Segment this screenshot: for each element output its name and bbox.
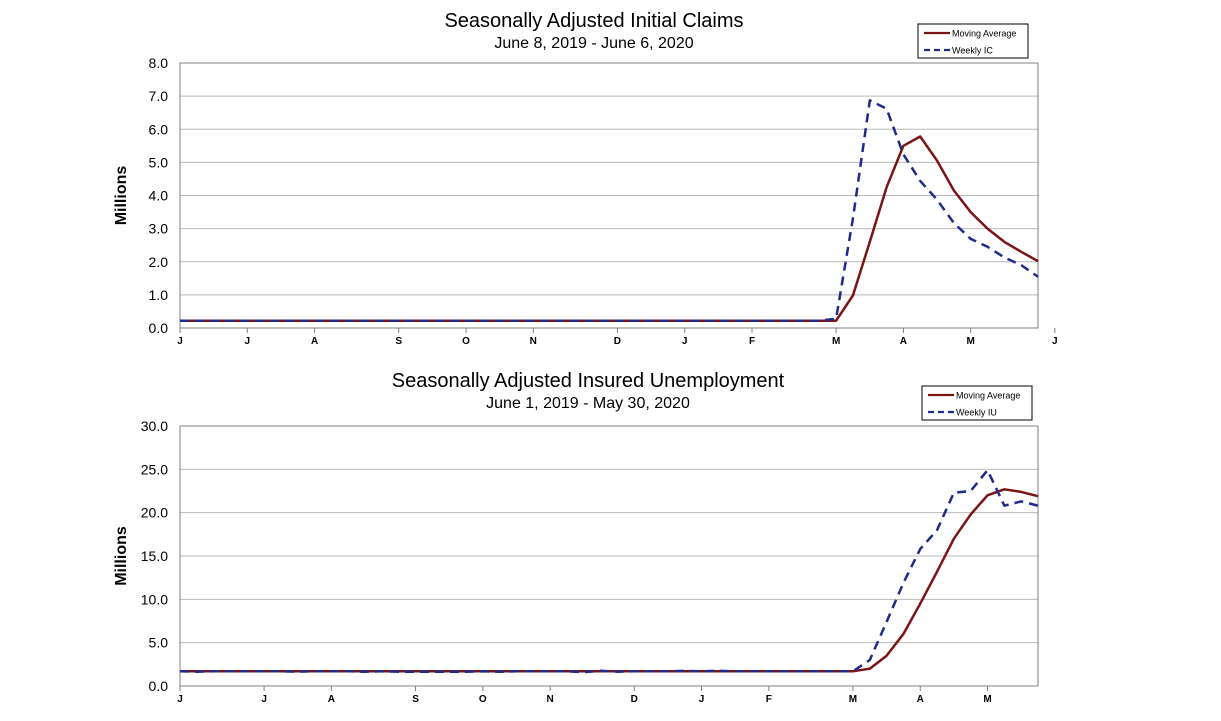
y-axis-label: Millions	[113, 166, 130, 226]
y-tick-label: 0.0	[149, 320, 169, 336]
legend-label: Moving Average	[956, 391, 1020, 401]
x-tick-label: O	[479, 694, 487, 705]
x-tick-label: F	[749, 336, 755, 347]
y-tick-label: 3.0	[149, 221, 169, 237]
x-tick-label: M	[983, 694, 991, 705]
y-tick-label: 5.0	[149, 154, 169, 170]
x-tick-label: N	[530, 336, 537, 347]
x-tick-label: D	[614, 336, 621, 347]
plot-frame	[179, 425, 1039, 687]
legend-label: Moving Average	[952, 29, 1016, 39]
y-tick-label: 2.0	[149, 254, 169, 270]
y-tick-label: 25.0	[141, 461, 168, 477]
chart-title: Seasonally Adjusted Initial Claims	[444, 10, 743, 32]
x-tick-label: A	[311, 336, 318, 347]
legend-label: Weekly IC	[952, 46, 993, 56]
y-tick-label: 8.0	[149, 55, 169, 71]
legend-box	[921, 385, 1033, 421]
x-tick-label: O	[462, 336, 470, 347]
y-tick-label: 20.0	[141, 505, 168, 521]
x-tick-label: M	[832, 336, 840, 347]
x-tick-label: S	[412, 694, 419, 705]
x-tick-label: D	[631, 694, 638, 705]
legend: Moving Average Weekly IU	[921, 385, 1033, 421]
x-tick-label: M	[967, 336, 975, 347]
y-tick-label: 6.0	[149, 121, 169, 137]
y-tick-label: 5.0	[149, 635, 169, 651]
x-tick-label: S	[395, 336, 402, 347]
y-axis-label: Millions	[113, 526, 130, 586]
insured-unemployment-chart: Seasonally Adjusted Insured Unemployment…	[113, 370, 1039, 705]
x-tick-label: A	[917, 694, 924, 705]
x-tick-label: J	[177, 336, 183, 347]
x-tick-label: J	[177, 694, 183, 705]
legend-label: Weekly IU	[956, 408, 997, 418]
legend: Moving Average Weekly IC	[917, 23, 1029, 59]
x-tick-label: J	[261, 694, 267, 705]
chart-title: Seasonally Adjusted Insured Unemployment	[392, 370, 785, 392]
y-tick-label: 10.0	[141, 591, 168, 607]
legend-box	[917, 23, 1029, 59]
chart-subtitle: June 8, 2019 - June 6, 2020	[494, 35, 693, 52]
x-tick-label: J	[1052, 336, 1058, 347]
y-tick-label: 30.0	[141, 418, 168, 434]
plot-frame	[179, 62, 1039, 329]
x-tick-label: A	[328, 694, 335, 705]
x-tick-label: F	[766, 694, 772, 705]
y-tick-label: 0.0	[149, 678, 169, 694]
series-line-weekly-iu	[179, 468, 1039, 674]
y-tick-label: 7.0	[149, 88, 169, 104]
initial-claims-chart: Seasonally Adjusted Initial Claims June 8…	[113, 10, 1058, 347]
x-tick-label: A	[900, 336, 907, 347]
y-tick-label: 1.0	[149, 287, 169, 303]
y-tick-label: 4.0	[149, 188, 169, 204]
x-tick-label: M	[849, 694, 857, 705]
series-line-moving-average	[180, 488, 1039, 673]
chart-subtitle: June 1, 2019 - May 30, 2020	[486, 395, 690, 412]
series-line-weekly-ic	[180, 99, 1039, 322]
x-tick-label: N	[547, 694, 554, 705]
x-tick-label: J	[699, 694, 705, 705]
x-tick-label: J	[682, 336, 688, 347]
x-tick-label: J	[245, 336, 251, 347]
y-tick-label: 15.0	[141, 548, 168, 564]
